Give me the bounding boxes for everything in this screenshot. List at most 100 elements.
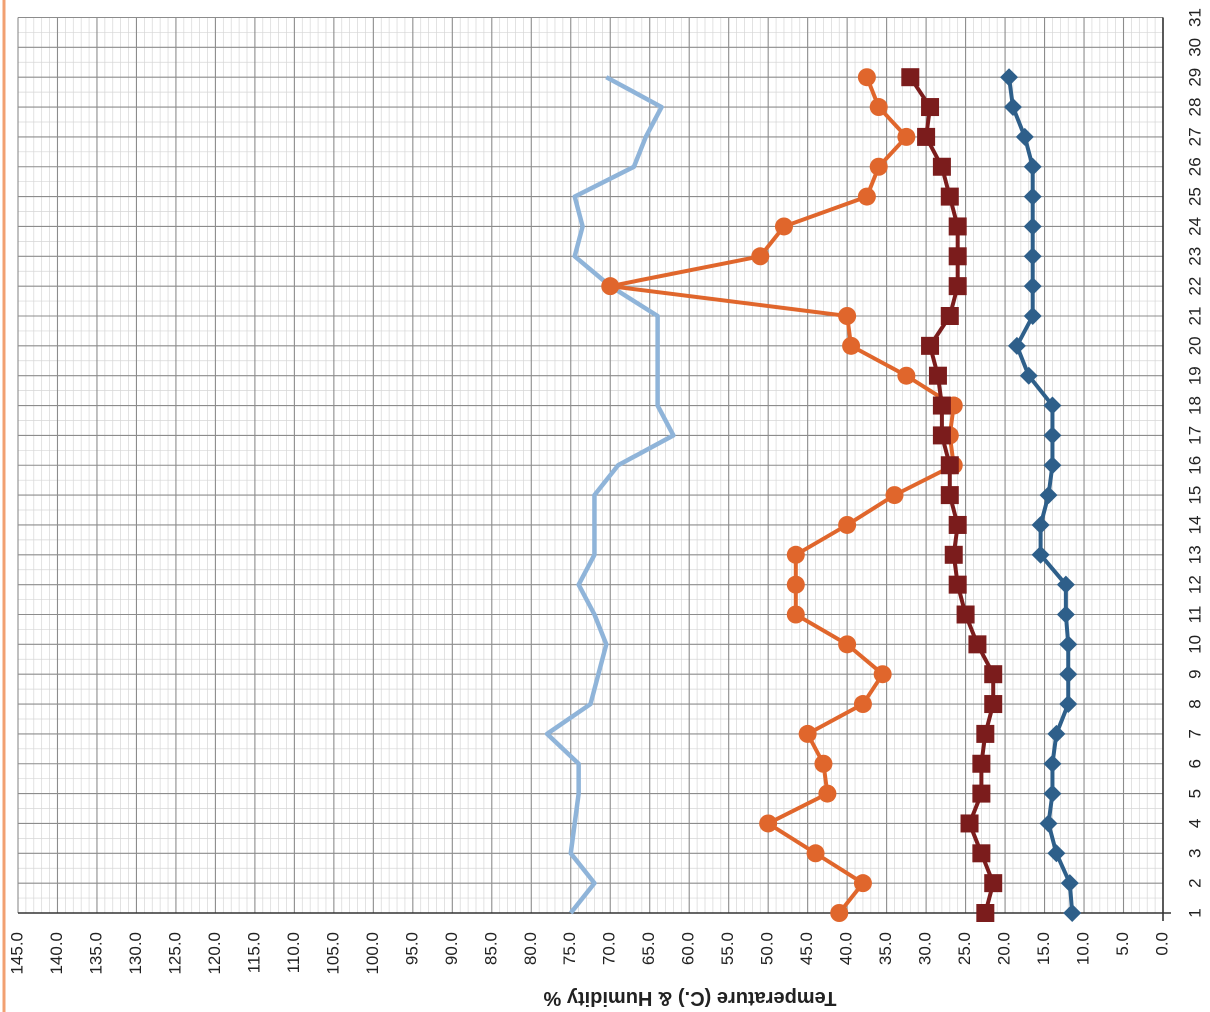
value-tick-label: 120.0 bbox=[205, 932, 224, 975]
category-tick-label: 27 bbox=[1185, 127, 1204, 146]
series-0-marker bbox=[1019, 366, 1038, 385]
category-tick-label: 19 bbox=[1185, 366, 1204, 385]
category-tick-label: 14 bbox=[1185, 515, 1204, 534]
category-tick-label: 5 bbox=[1185, 789, 1204, 798]
series-1-marker bbox=[948, 277, 967, 296]
series-0-marker bbox=[1023, 277, 1042, 296]
series-0-marker bbox=[1059, 635, 1078, 654]
series-2-marker bbox=[897, 366, 916, 385]
series-1-marker bbox=[917, 127, 936, 146]
series-0-marker bbox=[1000, 68, 1019, 87]
category-tick-label: 8 bbox=[1185, 699, 1204, 708]
series-3-line bbox=[544, 75, 676, 915]
series-1-marker bbox=[972, 844, 991, 863]
series-0-marker bbox=[1023, 157, 1042, 176]
series-1-marker bbox=[940, 486, 959, 505]
series-0-marker bbox=[1039, 814, 1058, 833]
value-tick-label: 145.0 bbox=[7, 932, 26, 975]
category-tick-label: 4 bbox=[1185, 819, 1204, 828]
series-1-marker bbox=[901, 68, 920, 87]
category-tick-label: 28 bbox=[1185, 98, 1204, 117]
series-2-marker bbox=[798, 724, 817, 743]
series-0-marker bbox=[1003, 98, 1022, 117]
category-tick-label: 16 bbox=[1185, 456, 1204, 475]
series-0-marker bbox=[1059, 665, 1078, 684]
category-tick-label: 1 bbox=[1185, 908, 1204, 917]
value-tick-label: 35.0 bbox=[876, 932, 895, 965]
series-1-marker bbox=[948, 515, 967, 534]
category-tick-label: 23 bbox=[1185, 247, 1204, 266]
category-tick-label: 13 bbox=[1185, 545, 1204, 564]
category-tick-label: 26 bbox=[1185, 157, 1204, 176]
value-tick-label: 70.0 bbox=[600, 932, 619, 965]
series-2-marker bbox=[885, 486, 904, 505]
series-1-marker bbox=[940, 307, 959, 325]
value-tick-label: 0.0 bbox=[1152, 932, 1171, 956]
value-tick-label: 65.0 bbox=[639, 932, 658, 965]
series-1-marker bbox=[948, 217, 967, 236]
value-tick-label: 105.0 bbox=[323, 932, 342, 975]
series-2-marker bbox=[842, 336, 861, 355]
value-tick-label: 95.0 bbox=[402, 932, 421, 965]
series-2-marker bbox=[869, 98, 888, 117]
series-0-marker bbox=[1060, 874, 1079, 893]
series-1-marker bbox=[932, 157, 951, 176]
series-1-marker bbox=[940, 187, 959, 206]
series-2-marker bbox=[751, 247, 770, 266]
category-tick-label: 2 bbox=[1185, 878, 1204, 887]
series-1-marker bbox=[921, 336, 940, 355]
category-tick-label: 18 bbox=[1185, 396, 1204, 415]
value-tick-label: 45.0 bbox=[797, 932, 816, 965]
series-2-marker bbox=[857, 187, 876, 206]
series-0-marker bbox=[1023, 187, 1042, 206]
series-0-marker bbox=[1043, 396, 1062, 415]
value-tick-label: 80.0 bbox=[521, 932, 540, 965]
category-tick-label: 22 bbox=[1185, 277, 1204, 296]
value-tick-label: 20.0 bbox=[995, 932, 1014, 965]
category-tick-label: 12 bbox=[1185, 575, 1204, 594]
series-1-marker bbox=[976, 904, 995, 922]
series-0-marker bbox=[1043, 754, 1062, 773]
series-1-marker bbox=[972, 784, 991, 803]
series-0-marker bbox=[1023, 307, 1042, 325]
value-tick-label: 100.0 bbox=[363, 932, 382, 975]
value-axis-title: Temperature (C.) & Humidity % bbox=[543, 987, 836, 1009]
series-1-marker bbox=[948, 575, 967, 594]
category-tick-label: 25 bbox=[1185, 187, 1204, 206]
value-tick-label: 15.0 bbox=[1034, 932, 1053, 965]
value-tick-label: 30.0 bbox=[916, 932, 935, 965]
series-0-marker bbox=[1023, 247, 1042, 266]
series-2-marker bbox=[786, 545, 805, 564]
series-1-marker bbox=[932, 426, 951, 445]
series-1-marker bbox=[944, 545, 963, 564]
series-2-marker bbox=[838, 307, 857, 325]
series-2-marker bbox=[897, 127, 916, 146]
series-2-marker bbox=[818, 784, 837, 803]
series-2-marker bbox=[814, 754, 833, 773]
series-2-marker bbox=[838, 515, 857, 534]
series-1-marker bbox=[932, 396, 951, 415]
series-2-marker bbox=[774, 217, 793, 236]
value-tick-label: 75.0 bbox=[560, 932, 579, 965]
series-0-marker bbox=[1023, 217, 1042, 236]
category-tick-label: 3 bbox=[1185, 849, 1204, 858]
series-0-marker bbox=[1063, 904, 1082, 922]
series-0-marker bbox=[1007, 336, 1026, 355]
series-0-marker bbox=[1031, 545, 1050, 564]
value-tick-label: 110.0 bbox=[284, 932, 303, 973]
series-2-marker bbox=[873, 665, 892, 684]
category-tick-label: 7 bbox=[1185, 729, 1204, 738]
value-tick-label: 130.0 bbox=[126, 932, 145, 975]
value-tick-label: 115.0 bbox=[244, 932, 263, 973]
category-tick-label: 20 bbox=[1185, 336, 1204, 355]
value-tick-label: 90.0 bbox=[442, 932, 461, 965]
series-0-marker bbox=[1043, 426, 1062, 445]
series-1-marker bbox=[984, 874, 1003, 893]
value-axis-tick-labels: 0.0 5.0 10.0 15.0 20.0 25.0 30.0 35.0 40.0 45.0 50… bbox=[7, 932, 1171, 975]
category-tick-label: 11 bbox=[1185, 606, 1204, 624]
series-2-marker bbox=[786, 605, 805, 624]
category-tick-label: 24 bbox=[1185, 217, 1204, 236]
category-tick-label: 31 bbox=[1185, 8, 1204, 27]
